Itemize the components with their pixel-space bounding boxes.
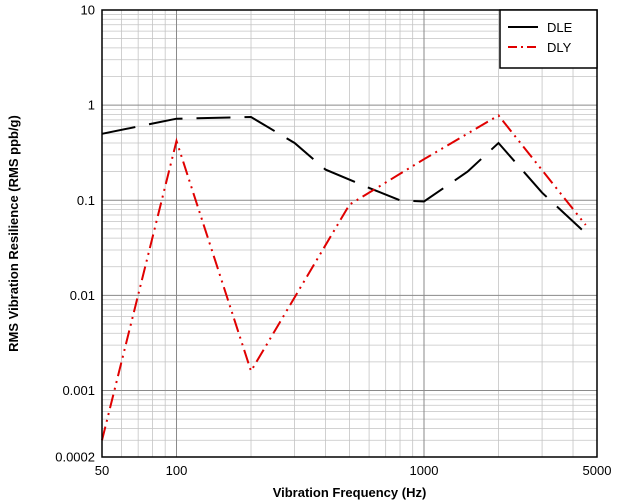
major-gridlines <box>102 9 597 457</box>
x-tick-labels: 50 100 1000 5000 <box>95 463 612 478</box>
series-line-dly <box>101 114 587 441</box>
minor-gridlines <box>101 10 598 458</box>
x-tick-label: 5000 <box>583 463 612 478</box>
x-axis-title: Vibration Frequency (Hz) <box>273 485 427 500</box>
x-tick-label: 1000 <box>410 463 439 478</box>
y-tick-label: 10 <box>81 3 95 18</box>
plot-frame <box>101 9 598 458</box>
legend-label-dle: DLE <box>547 20 573 35</box>
y-axis-title: RMS Vibration Resilience (RMS ppb/g) <box>6 115 21 352</box>
legend-label-dly: DLY <box>547 40 572 55</box>
series-layer <box>101 114 587 441</box>
y-tick-label: 1 <box>88 98 95 113</box>
y-tick-label: 0.01 <box>70 288 95 303</box>
y-tick-label: 0.0002 <box>55 450 95 465</box>
legend-box <box>499 9 598 69</box>
y-tick-label: 0.1 <box>77 193 95 208</box>
legend: DLE DLY <box>499 9 598 69</box>
x-tick-label: 50 <box>95 463 109 478</box>
x-tick-label: 100 <box>166 463 188 478</box>
y-tick-labels: 0.0002 0.001 0.01 0.1 1 10 <box>55 3 95 465</box>
series-line-dle <box>101 115 587 234</box>
y-tick-label: 0.001 <box>62 383 95 398</box>
